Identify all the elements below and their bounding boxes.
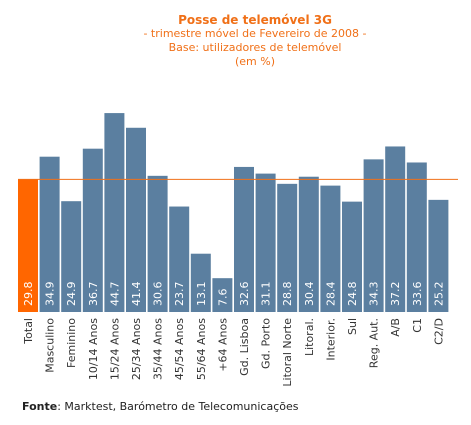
- bar-12: [277, 183, 298, 312]
- data-label-9: 7.6: [216, 289, 229, 307]
- category-label-12: Litoral Norte: [281, 318, 294, 387]
- category-label-3: 10/14 Anos: [87, 318, 100, 380]
- data-label-10: 32.6: [238, 282, 251, 307]
- bar-19: [428, 199, 449, 312]
- data-label-7: 23.7: [173, 282, 186, 307]
- category-label-13: Litoral.: [303, 318, 316, 356]
- data-label-17: 37.2: [389, 282, 402, 307]
- data-label-2: 24.9: [65, 282, 78, 307]
- category-label-7: 45/54 Anos: [173, 318, 186, 380]
- data-label-11: 31.1: [260, 282, 273, 307]
- data-label-0: 29.8: [22, 282, 35, 307]
- bar-9: [212, 278, 233, 312]
- bar-0: [18, 179, 38, 312]
- data-label-1: 34.9: [44, 282, 57, 307]
- category-label-11: Gd. Porto: [260, 318, 273, 369]
- bar-2: [61, 201, 82, 312]
- data-label-18: 33.6: [411, 282, 424, 307]
- category-label-1: Masculino: [44, 318, 57, 373]
- data-label-19: 25.2: [432, 282, 445, 307]
- bar-1: [39, 156, 60, 312]
- bar-3: [82, 148, 103, 312]
- data-label-16: 34.3: [368, 282, 381, 307]
- category-label-14: Interior.: [324, 318, 337, 361]
- data-label-12: 28.8: [281, 282, 294, 307]
- bar-7: [169, 206, 190, 312]
- chart-title: Posse de telemóvel 3G: [178, 13, 332, 27]
- bar-14: [320, 185, 341, 312]
- bar-8: [190, 253, 211, 312]
- data-label-4: 44.7: [108, 282, 121, 307]
- bar-16: [363, 159, 384, 312]
- category-label-6: 35/44 Anos: [152, 318, 165, 380]
- data-label-13: 30.4: [303, 282, 316, 307]
- bar-4: [104, 113, 125, 313]
- data-label-3: 36.7: [87, 282, 100, 307]
- source-note: Fonte: Marktest, Barómetro de Telecomuni…: [22, 400, 298, 413]
- chart-title-block: Posse de telemóvel 3G - trimestre móvel …: [0, 13, 471, 69]
- category-label-4: 15/24 Anos: [108, 318, 121, 380]
- category-label-8: 55/64 Anos: [195, 318, 208, 380]
- source-text: : Marktest, Barómetro de Telecomunicaçõe…: [57, 400, 299, 413]
- bar-17: [385, 146, 406, 312]
- chart-subtitle-line-3: (em %): [234, 55, 275, 68]
- category-label-18: C1: [411, 318, 424, 333]
- chart-subtitle-line-2: Base: utilizadores de telemóvel: [168, 41, 342, 54]
- category-label-17: A/B: [389, 318, 402, 337]
- category-label-15: Sul: [346, 318, 359, 335]
- source-label: Fonte: [22, 400, 58, 413]
- category-label-0: Total: [22, 318, 35, 345]
- bar-10: [234, 166, 254, 312]
- category-label-5: 25/34 Anos: [130, 318, 143, 380]
- bar-15: [342, 201, 362, 312]
- bar-11: [255, 173, 276, 312]
- data-label-5: 41.4: [130, 282, 143, 307]
- data-label-6: 30.6: [152, 282, 165, 307]
- category-label-2: Feminino: [65, 318, 78, 368]
- data-label-15: 24.8: [346, 282, 359, 307]
- data-label-14: 28.4: [324, 282, 337, 307]
- category-label-9: +64 Anos: [216, 318, 229, 372]
- category-label-10: Gd. Lisboa: [238, 318, 251, 376]
- chart-subtitle-line-1: - trimestre móvel de Fevereiro de 2008 -: [143, 27, 367, 40]
- category-label-16: Reg. Aut.: [368, 318, 381, 368]
- bar-13: [298, 176, 319, 312]
- bar-6: [147, 175, 168, 312]
- category-label-19: C2/D: [432, 318, 445, 345]
- bar-5: [126, 127, 146, 313]
- bar-18: [406, 162, 427, 312]
- data-label-8: 13.1: [195, 282, 208, 307]
